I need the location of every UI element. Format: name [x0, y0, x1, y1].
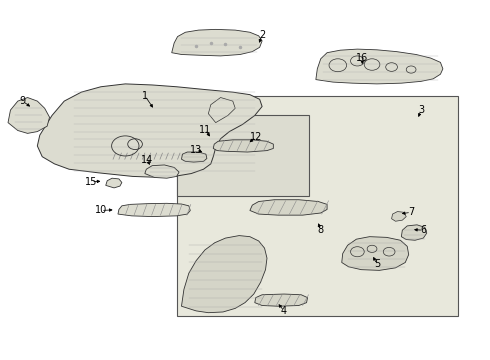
Text: 12: 12	[249, 132, 262, 142]
Text: 16: 16	[356, 53, 368, 63]
Polygon shape	[106, 178, 122, 188]
Text: 7: 7	[408, 207, 414, 217]
Text: 10: 10	[95, 206, 107, 216]
Text: 14: 14	[141, 155, 153, 165]
Text: 13: 13	[190, 144, 202, 154]
Bar	[176, 96, 458, 316]
Text: 6: 6	[420, 225, 426, 235]
Polygon shape	[342, 237, 409, 270]
Polygon shape	[37, 84, 262, 177]
Text: 2: 2	[259, 30, 265, 40]
Polygon shape	[181, 152, 207, 162]
Bar	[176, 116, 309, 196]
Text: 5: 5	[374, 259, 380, 269]
Polygon shape	[213, 140, 273, 152]
Text: 3: 3	[418, 105, 424, 115]
Polygon shape	[8, 98, 49, 134]
Text: 8: 8	[318, 225, 324, 235]
Polygon shape	[145, 165, 179, 178]
Polygon shape	[255, 294, 308, 306]
Text: 1: 1	[142, 91, 148, 101]
Polygon shape	[172, 30, 262, 56]
Polygon shape	[392, 212, 406, 221]
Polygon shape	[118, 203, 190, 217]
Text: 15: 15	[85, 177, 98, 187]
Text: 11: 11	[199, 125, 211, 135]
Polygon shape	[316, 49, 443, 84]
Polygon shape	[250, 200, 327, 215]
Text: 4: 4	[281, 306, 287, 316]
Polygon shape	[208, 98, 235, 123]
Polygon shape	[401, 225, 427, 240]
Polygon shape	[181, 235, 267, 313]
Text: 9: 9	[20, 96, 26, 106]
